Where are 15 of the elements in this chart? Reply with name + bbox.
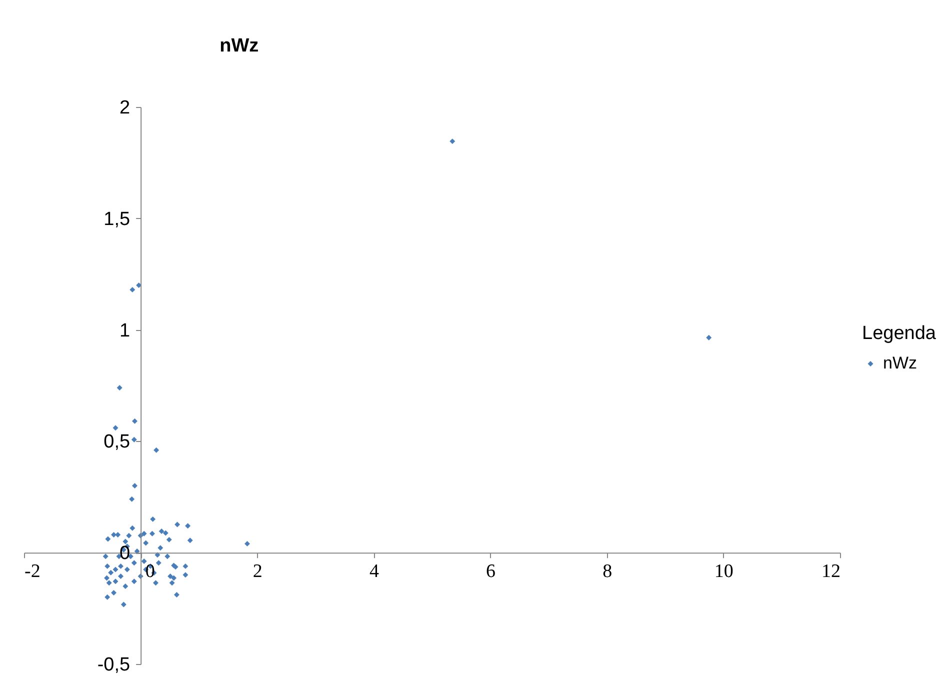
legend-label: nWz bbox=[883, 354, 917, 373]
y-axis-title: nWz bbox=[220, 36, 259, 56]
x-tick-label: -2 bbox=[24, 561, 40, 582]
x-tick-label: 8 bbox=[602, 561, 612, 582]
x-tick-label: 2 bbox=[252, 561, 262, 582]
y-tick-label: -0,5 bbox=[97, 654, 130, 676]
x-tick-label: 10 bbox=[714, 561, 734, 582]
y-tick-label: 1,5 bbox=[104, 208, 130, 230]
x-tick-label: 4 bbox=[369, 561, 380, 582]
x-tick-label: 12 bbox=[822, 561, 840, 582]
x-tick-label: 6 bbox=[486, 561, 496, 582]
legend-title: Legenda bbox=[862, 323, 936, 344]
y-tick-label: 0,5 bbox=[104, 432, 130, 453]
y-tick-label: 1 bbox=[119, 320, 130, 342]
y-tick-label: 2 bbox=[119, 98, 130, 118]
